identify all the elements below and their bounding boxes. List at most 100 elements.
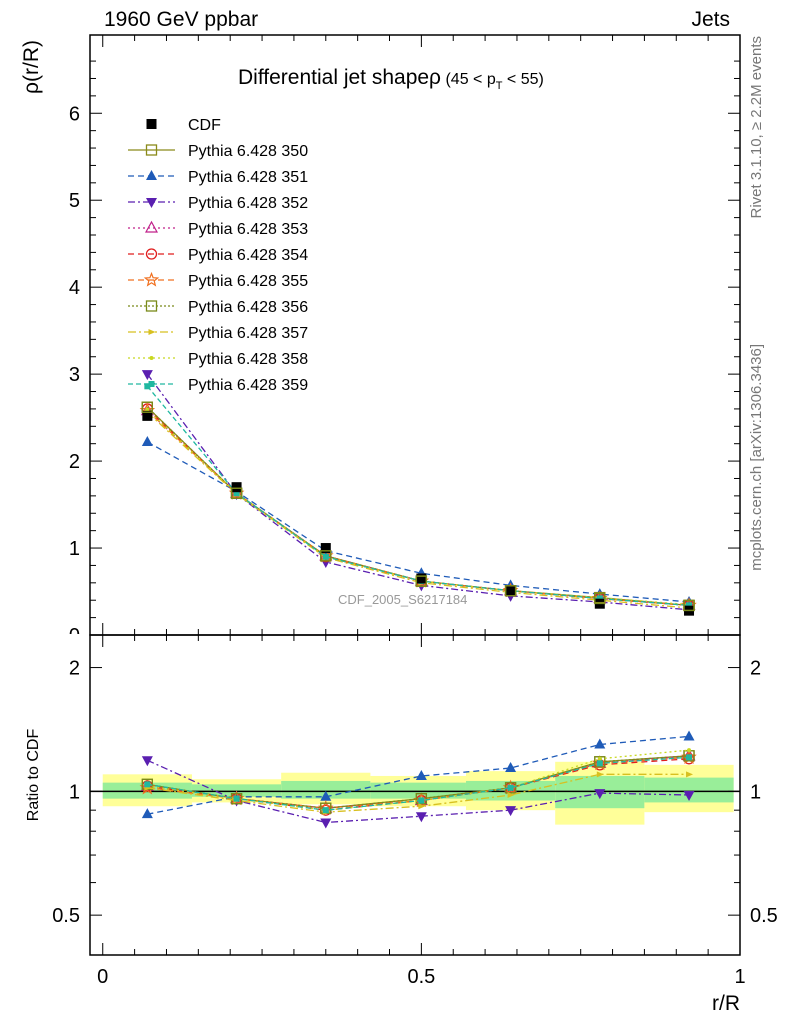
marker-dot bbox=[687, 748, 692, 753]
uncertainty-band-stat bbox=[281, 780, 371, 799]
header-left: 1960 GeV ppbar bbox=[104, 8, 259, 31]
marker-square bbox=[233, 795, 240, 802]
marker-square-open bbox=[230, 487, 243, 499]
ratio-y-tick-label-right: 1 bbox=[750, 781, 761, 803]
marker-small bbox=[686, 771, 694, 778]
cdf-point bbox=[231, 482, 242, 493]
marker-triangle-down bbox=[594, 789, 606, 800]
y-axis-label: ρ(r/R) bbox=[20, 40, 43, 94]
header-right: Jets bbox=[691, 8, 730, 31]
ratio-plot bbox=[89, 634, 741, 956]
marker-dot bbox=[145, 407, 150, 412]
cdf-point bbox=[416, 573, 427, 584]
marker-square-open bbox=[141, 401, 154, 413]
marker-triangle-up bbox=[415, 769, 427, 780]
y-tick-label: 2 bbox=[69, 451, 80, 473]
marker-square bbox=[233, 490, 240, 497]
marker-square-open bbox=[594, 592, 606, 605]
main-plot bbox=[89, 34, 741, 636]
marker-square-open bbox=[145, 300, 158, 312]
x-tick-label: 1 bbox=[734, 966, 745, 988]
ratio-series-10 bbox=[144, 754, 693, 814]
legend-label: Pythia 6.428 352 bbox=[188, 195, 308, 212]
marker-square-open bbox=[415, 792, 428, 805]
legend-label: Pythia 6.428 359 bbox=[188, 377, 308, 394]
legend-label: CDF bbox=[188, 117, 221, 134]
x-tick-label: 0 bbox=[97, 966, 108, 988]
marker-triangle-up bbox=[141, 808, 153, 819]
marker-square-open bbox=[415, 575, 428, 587]
marker-square bbox=[144, 383, 151, 390]
marker-small bbox=[418, 803, 426, 810]
marker-triangle-up bbox=[320, 790, 332, 801]
marker-square-open bbox=[504, 585, 517, 597]
y-tick-label: 6 bbox=[69, 103, 80, 125]
marker-square bbox=[148, 381, 155, 387]
marker-square-open bbox=[320, 550, 332, 562]
marker-small bbox=[596, 771, 604, 778]
marker-square bbox=[507, 784, 514, 791]
legend-label: Pythia 6.428 355 bbox=[188, 273, 308, 290]
marker-triangle-down bbox=[683, 790, 695, 801]
y-tick-label: 3 bbox=[69, 364, 80, 386]
ratio-y-axis-label: Ratio to CDF bbox=[25, 729, 42, 822]
marker-square bbox=[596, 595, 603, 602]
marker-square bbox=[322, 553, 329, 560]
marker-triangle-down bbox=[505, 806, 517, 817]
marker-circle-open bbox=[145, 248, 158, 260]
legend-label: Pythia 6.428 356 bbox=[188, 299, 308, 316]
marker-square bbox=[322, 807, 329, 814]
ratio-y-tick-label: 1 bbox=[69, 781, 80, 803]
legend: CDF Pythia 6.428 350 Pythia 6.428 351 Pythi… bbox=[128, 117, 308, 394]
legend-label: Pythia 6.428 358 bbox=[188, 351, 308, 368]
marker-square-open bbox=[504, 782, 517, 794]
marker-square bbox=[144, 781, 151, 788]
marker-triangle-up bbox=[141, 435, 153, 446]
marker-triangle-down bbox=[141, 756, 153, 767]
marker-triangle-down bbox=[146, 198, 157, 208]
ratio-y-tick-label: 2 bbox=[69, 658, 80, 680]
marker-star-open bbox=[143, 271, 160, 287]
ratio-y-tick-label-right: 0.5 bbox=[750, 905, 778, 927]
mcplots-label: mcplots.cern.ch [arXiv:1306.3436] bbox=[748, 344, 765, 571]
legend-label: Pythia 6.428 350 bbox=[188, 143, 308, 160]
marker-square bbox=[686, 602, 693, 609]
marker-square bbox=[596, 760, 603, 767]
marker-triangle-up bbox=[594, 738, 606, 749]
marker-dot bbox=[597, 756, 602, 761]
x-axis-label: r/R bbox=[712, 992, 740, 1015]
y-tick-label: 5 bbox=[69, 190, 80, 212]
chart-title: Differential jet shapeρ (45 < pT < 55) bbox=[238, 66, 544, 92]
legend-label: Pythia 6.428 353 bbox=[188, 221, 308, 238]
marker-triangle-down bbox=[320, 818, 332, 829]
y-tick-label: 0 bbox=[69, 625, 80, 647]
marker-small bbox=[148, 329, 156, 335]
legend-label: Pythia 6.428 351 bbox=[188, 169, 308, 186]
chart-text: 1 2 3 4 5 6 0 0 0.5 1 0.5 0.5 1 1 2 2 ρ(r/R) Ratio to CDF… bbox=[20, 36, 778, 1015]
marker-dot bbox=[149, 356, 154, 360]
marker-triangle-down bbox=[141, 370, 153, 381]
cdf-point bbox=[142, 410, 153, 421]
marker-square bbox=[686, 754, 693, 761]
marker-square bbox=[418, 797, 425, 804]
y-tick-label: 1 bbox=[69, 538, 80, 560]
cdf-point bbox=[505, 586, 516, 597]
marker-triangle-up bbox=[683, 730, 695, 741]
marker-triangle-up bbox=[505, 761, 517, 772]
marker-triangle-up bbox=[146, 170, 157, 180]
ratio-plot-frame bbox=[89, 634, 741, 956]
legend-marker-cdf bbox=[146, 119, 157, 129]
legend-label: Pythia 6.428 357 bbox=[188, 325, 308, 342]
ratio-y-tick-label-right: 2 bbox=[750, 658, 761, 680]
marker-square-open bbox=[683, 599, 695, 612]
marker-square-open bbox=[145, 144, 158, 156]
cdf-point bbox=[320, 543, 331, 554]
legend-label: Pythia 6.428 354 bbox=[188, 247, 308, 264]
marker-triangle-open bbox=[144, 220, 159, 233]
marker-small bbox=[507, 791, 515, 798]
analysis-watermark: CDF_2005_S6217184 bbox=[338, 592, 467, 607]
x-tick-label: 0.5 bbox=[407, 966, 435, 988]
rivet-version-label: Rivet 3.1.10, ≥ 2.2M events bbox=[748, 36, 765, 219]
marker-triangle-down bbox=[415, 812, 427, 823]
